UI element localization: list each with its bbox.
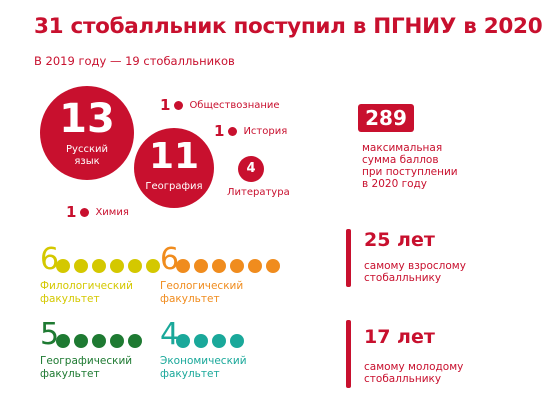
faculty-dot-icon bbox=[230, 334, 245, 348]
geography-circle: 11 География bbox=[134, 128, 214, 208]
faculty-dot-icon bbox=[128, 334, 143, 348]
faculty-geology-name: Геологический факультет bbox=[160, 280, 284, 306]
max-score-text-line4: в 2020 году bbox=[362, 178, 427, 190]
faculty-geography-name-line1: Географический bbox=[40, 355, 133, 367]
faculty-economics-dots bbox=[176, 334, 248, 348]
max-score-text-line2: сумма баллов bbox=[362, 154, 439, 166]
faculty-dot-icon bbox=[56, 334, 71, 348]
faculty-dot-icon bbox=[212, 334, 227, 348]
faculty-dot-icon bbox=[128, 259, 143, 273]
faculty-philology-count: 6 bbox=[40, 242, 60, 277]
faculty-geography-count: 5 bbox=[40, 317, 60, 352]
faculty-economics: 4 Экономический факультет bbox=[160, 317, 248, 381]
youngest-text-line2: стобалльнику bbox=[364, 373, 442, 385]
faculty-dot-icon bbox=[74, 259, 89, 273]
max-score-text-line1: максимальная bbox=[362, 142, 443, 154]
oldest-age: 25 лет bbox=[364, 229, 435, 251]
dot-icon bbox=[80, 207, 90, 217]
faculty-philology-name-line2: факультет bbox=[40, 293, 100, 305]
subject-history: 1 История bbox=[214, 122, 287, 140]
subject-history-count: 1 bbox=[214, 122, 225, 140]
faculty-dot-icon bbox=[176, 334, 191, 348]
subject-chemistry-label: Химия bbox=[95, 206, 129, 218]
faculty-philology-dots bbox=[56, 259, 164, 273]
faculty-economics-name-line1: Экономический bbox=[160, 355, 247, 367]
faculty-geology-name-line1: Геологический bbox=[160, 280, 244, 292]
youngest-text: самому молодому стобалльнику bbox=[364, 361, 463, 385]
faculty-geology: 6 Геологический факультет bbox=[160, 242, 284, 306]
faculty-dot-icon bbox=[176, 259, 191, 273]
geography-count: 11 bbox=[148, 136, 200, 177]
youngest-text-line1: самому молодому bbox=[364, 361, 464, 373]
faculty-dot-icon bbox=[92, 259, 107, 273]
subject-chemistry-count: 1 bbox=[66, 203, 77, 221]
oldest-text-line2: стобалльнику bbox=[364, 272, 442, 284]
faculty-philology-name: Филологический факультет bbox=[40, 280, 164, 306]
faculty-dot-icon bbox=[248, 259, 263, 273]
literature-circle: 4 bbox=[238, 156, 264, 182]
subject-social: 1 Обществознание bbox=[160, 96, 280, 114]
geography-label: География bbox=[145, 181, 203, 192]
youngest-age: 17 лет bbox=[364, 326, 435, 348]
dot-icon bbox=[174, 100, 184, 110]
subject-social-count: 1 bbox=[160, 96, 171, 114]
faculty-economics-name: Экономический факультет bbox=[160, 355, 248, 381]
max-score-text-line3: при поступлении bbox=[362, 166, 458, 178]
faculty-dot-icon bbox=[212, 259, 227, 273]
faculty-dot-icon bbox=[194, 334, 209, 348]
faculty-dot-icon bbox=[92, 334, 107, 348]
literature-label: Литература bbox=[227, 187, 290, 198]
russian-count: 13 bbox=[59, 96, 115, 142]
max-score-text: максимальная сумма баллов при поступлени… bbox=[362, 142, 458, 190]
faculty-geography-name-line2: факультет bbox=[40, 368, 100, 380]
faculty-dot-icon bbox=[74, 334, 89, 348]
faculty-philology: 6 Филологический факультет bbox=[40, 242, 164, 306]
faculty-philology-name-line1: Филологический bbox=[40, 280, 133, 292]
russian-label-line2: язык bbox=[74, 156, 100, 167]
page-subtitle: В 2019 году — 19 стобалльников bbox=[34, 54, 235, 68]
faculty-economics-count: 4 bbox=[160, 317, 180, 352]
faculty-dot-icon bbox=[56, 259, 71, 273]
faculty-economics-name-line2: факультет bbox=[160, 368, 220, 380]
faculty-geography-name: Географический факультет bbox=[40, 355, 146, 381]
faculty-geology-name-line2: факультет bbox=[160, 293, 220, 305]
faculty-dot-icon bbox=[266, 259, 281, 273]
russian-label: Русский язык bbox=[40, 144, 134, 168]
subject-chemistry: 1 Химия bbox=[66, 203, 129, 221]
literature-count: 4 bbox=[246, 161, 256, 176]
faculty-geography-dots bbox=[56, 334, 146, 348]
russian-circle: 13 Русский язык bbox=[40, 86, 134, 180]
page-title: 31 стобалльник поступил в ПГНИУ в 2020 bbox=[34, 14, 543, 39]
faculty-dot-icon bbox=[230, 259, 245, 273]
faculty-dot-icon bbox=[110, 259, 125, 273]
subject-social-label: Обществознание bbox=[189, 99, 280, 111]
oldest-text: самому взрослому стобалльнику bbox=[364, 260, 466, 284]
faculty-dot-icon bbox=[146, 259, 161, 273]
oldest-bar bbox=[346, 229, 351, 287]
subject-history-label: История bbox=[243, 125, 288, 137]
youngest-bar bbox=[346, 320, 351, 388]
dot-icon bbox=[228, 126, 238, 136]
faculty-geology-count: 6 bbox=[160, 242, 180, 277]
oldest-text-line1: самому взрослому bbox=[364, 260, 466, 272]
faculty-geology-dots bbox=[176, 259, 284, 273]
max-score-badge: 289 bbox=[358, 104, 414, 132]
faculty-dot-icon bbox=[110, 334, 125, 348]
russian-label-line1: Русский bbox=[66, 144, 108, 155]
faculty-dot-icon bbox=[194, 259, 209, 273]
faculty-geography: 5 Географический факультет bbox=[40, 317, 146, 381]
